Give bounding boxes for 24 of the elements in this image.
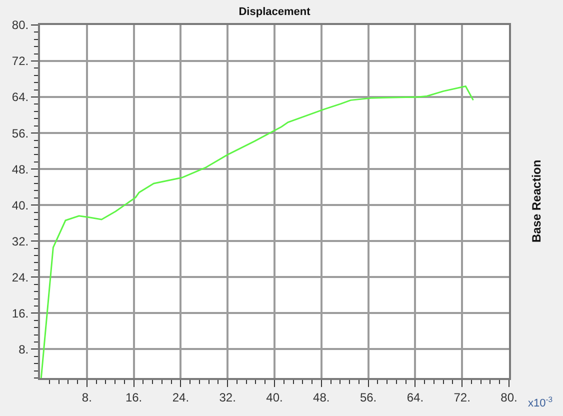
x-tick-label: 80. xyxy=(500,390,518,404)
y-tick-label: 48. xyxy=(12,162,29,176)
y-tick-label: 40. xyxy=(12,198,29,212)
text: x10$^{-3}$ xyxy=(528,395,553,410)
x-tick-label: 16. xyxy=(125,390,142,404)
y-axis-title: Base Reaction xyxy=(530,160,544,242)
x-tick-label: 24. xyxy=(172,390,190,404)
y-tick-label: 56. xyxy=(12,126,29,140)
chart-title: Displacement xyxy=(238,6,311,18)
y-tick-label: 16. xyxy=(12,306,29,320)
x-tick-label: 32. xyxy=(219,390,236,404)
x-tick-label: 8. xyxy=(82,390,92,404)
x-tick-label: 64. xyxy=(406,390,424,404)
x-tick-label: 40. xyxy=(266,390,283,404)
x-tick-label: 56. xyxy=(360,390,377,404)
line-series xyxy=(40,85,474,378)
y-tick-label: 32. xyxy=(12,234,29,248)
y-tick-label: 8. xyxy=(18,342,29,356)
y-tick-label: 72. xyxy=(12,54,29,68)
x-tick-label: 48. xyxy=(313,390,330,404)
y-tick-label: 64. xyxy=(12,90,29,104)
y-tick-label: 80. xyxy=(12,18,29,32)
x-tick-label: 72. xyxy=(454,390,470,404)
y-tick-label: 24. xyxy=(12,270,29,284)
